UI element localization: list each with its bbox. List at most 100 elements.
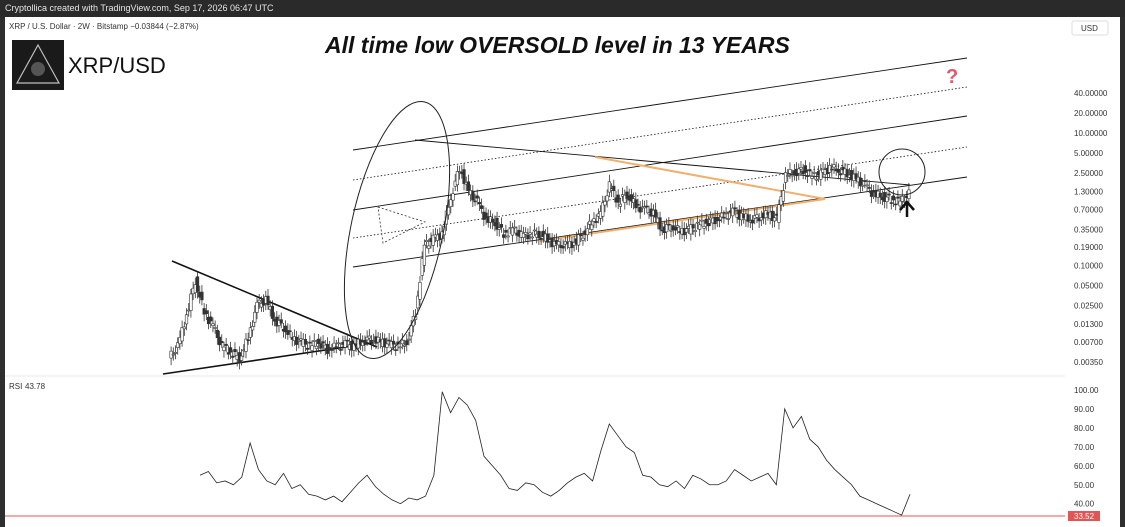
candle-body — [812, 172, 816, 174]
candle-body — [224, 343, 228, 346]
candle-body — [695, 221, 700, 224]
price-tick-label: 40.00000 — [1074, 89, 1108, 98]
candle-body — [863, 180, 867, 182]
logo-text: XRP/USD — [68, 53, 166, 78]
candle-body — [717, 219, 722, 222]
candle-body — [336, 342, 341, 345]
candle-body — [491, 218, 495, 223]
rsi-marker-badge — [1068, 511, 1100, 522]
candle-body — [513, 226, 517, 229]
candle-body — [477, 202, 482, 205]
candle-body — [367, 335, 371, 339]
candle-body — [330, 348, 334, 351]
candle-body — [720, 212, 724, 218]
candle-body — [502, 234, 506, 238]
question-mark: ? — [946, 66, 958, 88]
candle-body — [887, 193, 891, 196]
candle-body — [634, 199, 638, 209]
candle-body — [839, 173, 843, 176]
candle-body — [248, 327, 252, 338]
candle-body — [889, 202, 893, 204]
candle-body — [638, 206, 642, 213]
candle-body — [180, 327, 184, 342]
trend-line — [352, 115, 968, 211]
price-tick-label: 0.35000 — [1074, 225, 1103, 234]
candle-body — [665, 224, 669, 233]
candle-body — [526, 234, 530, 240]
candle-body — [781, 190, 785, 202]
candle-body — [279, 319, 283, 324]
candle-body — [231, 355, 235, 358]
candle-body — [878, 192, 882, 198]
candle-body — [898, 200, 902, 207]
candle-body — [654, 209, 658, 218]
candle-body — [777, 204, 781, 223]
candle-body — [700, 219, 704, 222]
candle-body — [204, 310, 208, 315]
annotations — [343, 101, 926, 359]
candle-body — [788, 169, 792, 174]
candle-body — [217, 336, 222, 346]
candle-body — [658, 217, 662, 230]
candle-body — [894, 203, 898, 206]
candle-body — [585, 228, 589, 236]
candle-body — [220, 341, 224, 344]
candle-body — [317, 338, 321, 344]
candle-body — [594, 221, 598, 223]
candle-body — [693, 230, 697, 233]
rsi-line — [199, 391, 911, 516]
candle-body — [363, 339, 367, 345]
candle-body — [702, 226, 706, 229]
candle-body — [171, 353, 175, 356]
rsi-axis: 100.00 90.00 80.00 70.00 60.00 50.00 40.00 — [1074, 386, 1099, 509]
candle-body — [383, 338, 387, 348]
candle-body — [891, 195, 896, 201]
candle-body — [182, 326, 186, 330]
candle-body — [803, 165, 807, 173]
candle-body — [645, 205, 649, 208]
price-tick-label: 0.00700 — [1074, 338, 1103, 347]
candle-body — [841, 166, 845, 171]
candle-body — [772, 217, 777, 222]
candle-body — [310, 345, 314, 351]
rsi-tick-label: 40.00 — [1074, 500, 1095, 509]
candle-body — [590, 224, 594, 230]
candle-body — [587, 220, 592, 225]
candle-body — [885, 196, 889, 202]
orange-trend-line — [594, 156, 826, 200]
candle-body — [722, 216, 726, 219]
candle-body — [365, 336, 369, 341]
trend-line — [171, 260, 378, 348]
candle-body — [524, 232, 528, 235]
candle-body — [676, 225, 680, 228]
currency-label[interactable]: USD — [1081, 24, 1098, 33]
price-tick-label: 0.70000 — [1074, 205, 1103, 214]
candle-body — [257, 299, 261, 303]
currency-badge-box[interactable] — [1071, 20, 1109, 36]
candle-body — [427, 245, 431, 249]
candle-body — [416, 295, 420, 309]
candle-body — [579, 234, 583, 237]
candle-body — [770, 210, 774, 221]
candle-body — [667, 223, 671, 226]
pennant-shape — [377, 206, 427, 244]
candle-body — [805, 175, 810, 177]
candle-body — [473, 200, 477, 203]
candle-body — [449, 199, 453, 207]
candle-body — [319, 343, 323, 349]
candle-body — [691, 224, 695, 229]
logo-triangle-icon — [15, 43, 61, 84]
price-tick-label: 0.02500 — [1074, 301, 1103, 310]
candle-body — [303, 339, 308, 345]
candles — [169, 158, 911, 370]
candle-body — [233, 348, 237, 353]
candle-body — [684, 228, 689, 233]
price-tick-label: 0.10000 — [1074, 261, 1103, 270]
candle-body — [385, 343, 389, 348]
up-arrow-icon — [899, 200, 915, 217]
candle-body — [184, 314, 189, 325]
candle-body — [286, 330, 290, 335]
rsi-tick-label: 100.00 — [1074, 386, 1099, 395]
rsi-tick-label: 50.00 — [1074, 481, 1095, 490]
